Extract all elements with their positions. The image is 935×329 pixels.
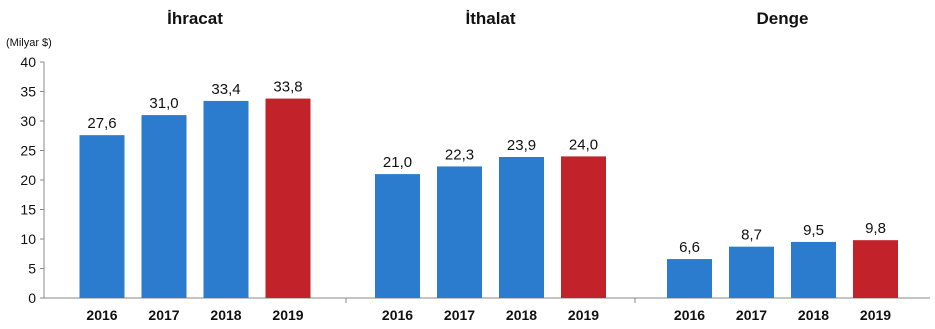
data-label: 23,9: [507, 137, 536, 154]
x-tick-label: 2019: [860, 307, 891, 323]
y-tick-label: 10: [20, 231, 36, 247]
data-label: 9,8: [865, 220, 886, 237]
data-label: 24,0: [569, 136, 598, 153]
y-tick-label: 0: [28, 290, 36, 306]
x-tick-label: 2018: [210, 307, 241, 323]
bar: [853, 240, 898, 298]
unit-label: (Milyar $): [6, 37, 52, 49]
bar: [375, 174, 420, 298]
bar: [203, 100, 249, 298]
data-label: 8,7: [741, 227, 762, 244]
bar: [265, 98, 311, 298]
bar: [141, 115, 187, 298]
bar: [561, 156, 606, 298]
bar: [791, 241, 836, 298]
y-tick-label: 40: [20, 54, 36, 70]
group-title: Denge: [757, 9, 809, 28]
bar: [437, 166, 482, 298]
x-tick-label: 2019: [568, 307, 599, 323]
bar: [667, 259, 712, 298]
data-label: 33,8: [273, 79, 302, 96]
data-label: 6,6: [679, 239, 700, 256]
y-tick-label: 25: [20, 143, 36, 159]
x-tick-label: 2017: [736, 307, 767, 323]
data-label: 31,0: [149, 95, 178, 112]
y-tick-label: 30: [20, 113, 36, 129]
x-tick-label: 2016: [86, 307, 117, 323]
bar-group: Denge 6,6 2016 8,7 2017 9,5 2018 9,8 2019: [634, 9, 930, 323]
data-label: 9,5: [803, 222, 824, 239]
x-tick-label: 2017: [148, 307, 179, 323]
bar: [79, 135, 125, 298]
data-label: 27,6: [87, 115, 116, 132]
chart-groups: İhracat27,6201631,0201733,4201833,82019İ…: [44, 9, 930, 323]
group-title: İhracat: [167, 9, 223, 28]
group-title: İthalat: [465, 9, 515, 28]
bar-group: İhracat 27,6 2016 31,0 2017 33,4 2018 33,8 2019: [44, 9, 346, 323]
y-tick-label: 35: [20, 84, 36, 100]
bar: [729, 246, 774, 298]
x-tick-label: 2017: [444, 307, 475, 323]
data-label: 22,3: [445, 146, 474, 163]
x-tick-label: 2016: [382, 307, 413, 323]
y-axis: 0 5 10 15 20 25 30 35 40: [20, 54, 45, 306]
data-label: 33,4: [211, 81, 240, 98]
y-tick-label: 15: [20, 202, 36, 218]
x-tick-label: 2019: [272, 307, 303, 323]
bar-group: İthalat 21,0 2016 22,3 2017 23,9 2018 24,0 2019: [345, 9, 635, 323]
y-tick-label: 5: [28, 261, 36, 277]
x-tick-label: 2018: [506, 307, 537, 323]
bar: [499, 156, 544, 298]
x-tick-label: 2016: [674, 307, 705, 323]
data-label: 21,0: [383, 154, 412, 171]
y-tick-label: 20: [20, 172, 36, 188]
x-tick-label: 2018: [798, 307, 829, 323]
